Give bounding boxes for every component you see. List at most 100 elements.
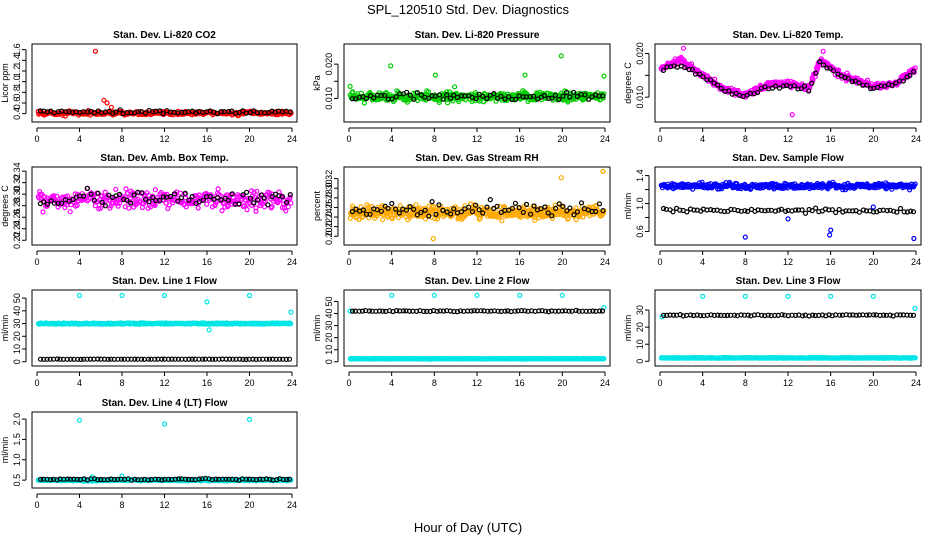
data-point bbox=[229, 108, 235, 114]
x-tick-label: 12 bbox=[159, 134, 169, 144]
y-tick-label: 0.020 bbox=[324, 53, 334, 76]
data-point bbox=[900, 78, 906, 84]
data-point bbox=[106, 192, 112, 198]
data-point bbox=[240, 108, 246, 114]
plot-frame bbox=[31, 166, 298, 246]
data-point bbox=[601, 356, 607, 362]
x-tick-label: 24 bbox=[287, 378, 297, 388]
data-point bbox=[429, 199, 435, 205]
data-point bbox=[506, 94, 512, 100]
data-point bbox=[157, 197, 163, 203]
data-point bbox=[407, 92, 413, 98]
data-point bbox=[682, 64, 688, 71]
data-point bbox=[440, 207, 446, 213]
y-tick-label: 0.020 bbox=[635, 42, 645, 65]
data-point bbox=[195, 205, 201, 211]
data-point bbox=[284, 199, 290, 206]
data-point bbox=[468, 308, 474, 314]
data-point bbox=[592, 208, 599, 215]
data-point bbox=[802, 210, 809, 216]
data-point bbox=[287, 194, 293, 200]
data-point bbox=[44, 109, 51, 115]
series-1 bbox=[660, 58, 917, 100]
data-point bbox=[161, 194, 167, 200]
data-point bbox=[497, 204, 503, 210]
data-point bbox=[830, 68, 837, 74]
outlier-point bbox=[204, 299, 210, 305]
data-point bbox=[552, 92, 559, 98]
outlier-point bbox=[785, 216, 791, 222]
data-point bbox=[349, 96, 355, 102]
data-point bbox=[502, 308, 508, 314]
data-point bbox=[522, 308, 528, 314]
data-point bbox=[458, 308, 464, 314]
y-tick-label: 10 bbox=[12, 344, 22, 354]
data-point bbox=[251, 200, 257, 206]
x-axis: 0 4 8 12 16 20 24 bbox=[346, 371, 610, 388]
data-point bbox=[498, 93, 504, 99]
data-point bbox=[206, 356, 212, 362]
data-point bbox=[178, 195, 185, 201]
data-point bbox=[738, 312, 744, 318]
data-point bbox=[478, 308, 484, 314]
y-axis-label: ml/min bbox=[0, 315, 10, 342]
y-axis: 0.220.240.260.280.300.320.34 bbox=[12, 162, 27, 249]
outlier-point bbox=[558, 53, 564, 59]
data-point bbox=[545, 309, 552, 315]
data-point bbox=[189, 356, 195, 362]
y-axis: 0.40.60.81.01.21.41.6 bbox=[12, 43, 27, 120]
data-point bbox=[277, 356, 283, 362]
data-point bbox=[169, 356, 175, 362]
plot-frame bbox=[31, 43, 298, 123]
data-point bbox=[906, 187, 913, 193]
data-point bbox=[674, 64, 681, 70]
data-point bbox=[518, 308, 525, 314]
x-tick-label: 0 bbox=[346, 257, 351, 267]
data-point bbox=[520, 94, 526, 100]
data-point bbox=[91, 110, 98, 116]
data-point bbox=[724, 312, 731, 318]
data-point bbox=[545, 210, 551, 216]
y-tick-label: 30 bbox=[635, 305, 645, 315]
plot-frame bbox=[343, 166, 611, 246]
y-tick-label: 20 bbox=[635, 322, 645, 332]
data-point bbox=[600, 93, 606, 99]
x-tick-label: 0 bbox=[657, 134, 662, 144]
data-point bbox=[683, 312, 690, 318]
data-point bbox=[776, 85, 783, 91]
outlier-point bbox=[522, 72, 528, 78]
data-point bbox=[476, 207, 482, 213]
data-point bbox=[779, 312, 785, 318]
data-point bbox=[708, 207, 714, 213]
data-point bbox=[850, 208, 856, 214]
outlier-point bbox=[785, 293, 791, 299]
data-point bbox=[227, 356, 233, 362]
data-point bbox=[243, 356, 249, 362]
plot-frame bbox=[31, 411, 298, 489]
data-point bbox=[684, 209, 690, 215]
x-tick-label: 20 bbox=[868, 378, 878, 388]
data-point bbox=[380, 308, 386, 314]
data-point bbox=[105, 356, 111, 362]
data-point bbox=[531, 203, 537, 209]
data-point bbox=[782, 208, 789, 214]
y-tick-label: 0 bbox=[635, 359, 645, 364]
data-point bbox=[827, 65, 833, 71]
x-tick-label: 4 bbox=[77, 134, 82, 144]
data-point bbox=[186, 356, 192, 362]
data-point bbox=[135, 109, 141, 115]
data-point bbox=[150, 109, 156, 115]
points-layer bbox=[35, 185, 294, 215]
data-point bbox=[117, 107, 123, 113]
x-tick-label: 4 bbox=[700, 257, 705, 267]
data-point bbox=[469, 209, 475, 215]
data-point bbox=[812, 205, 819, 211]
data-point bbox=[456, 98, 462, 105]
y-tick-label: 0.8 bbox=[12, 86, 22, 99]
data-point bbox=[881, 312, 887, 318]
